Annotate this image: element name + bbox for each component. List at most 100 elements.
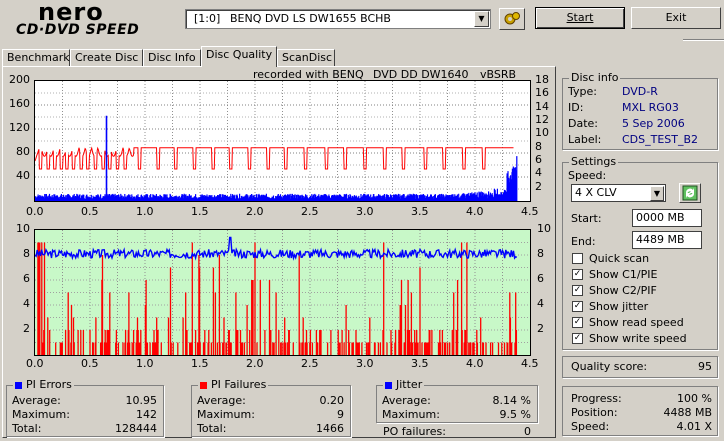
nero-logo: nero CD·DVD SPEED bbox=[10, 0, 170, 40]
position-value: 4488 MB bbox=[663, 406, 712, 419]
pi-errors-total: 128444 bbox=[115, 422, 157, 435]
checkbox-label[interactable]: Show C1/PIE bbox=[589, 268, 658, 281]
progress-label: Progress: bbox=[571, 392, 622, 405]
y-tick-left: 4 bbox=[23, 297, 30, 310]
progress-box: Progress: 100 % Position: 4488 MB Speed:… bbox=[562, 386, 718, 436]
y-tick-left: 6 bbox=[23, 272, 30, 285]
logo-top-text: nero bbox=[38, 0, 104, 26]
tab-benchmark[interactable]: Benchmark bbox=[2, 49, 70, 67]
x-tick: 2.5 bbox=[301, 205, 319, 218]
x-tick: 3.5 bbox=[411, 357, 429, 370]
read-speed-line bbox=[35, 146, 514, 170]
y-tick-left: 2 bbox=[23, 322, 30, 335]
quality-score-label: Quality score: bbox=[571, 360, 648, 373]
jitter-avg: 8.14 % bbox=[492, 394, 531, 407]
drive-id: [1:0] bbox=[194, 12, 221, 25]
x-tick: 0.0 bbox=[26, 357, 44, 370]
pi-errors-title: PI Errors bbox=[26, 378, 72, 391]
tab-scandisc[interactable]: ScanDisc bbox=[277, 49, 335, 67]
checkbox[interactable]: ✓ bbox=[572, 333, 583, 344]
recorded-with-label: recorded with BENQ bbox=[253, 68, 364, 81]
x-tick: 2.5 bbox=[301, 357, 319, 370]
checkbox[interactable]: ✓ bbox=[572, 285, 583, 296]
jitter-max-label: Maximum: bbox=[382, 408, 440, 421]
y-tick-left: 80 bbox=[16, 145, 30, 158]
po-failures-value: 0 bbox=[524, 425, 531, 438]
y-tick-left: 40 bbox=[16, 169, 30, 182]
pi-errors-max-label: Maximum: bbox=[12, 408, 70, 421]
recorded-drive: DVD DD DW1640 bbox=[373, 68, 469, 81]
x-tick: 2.0 bbox=[246, 205, 264, 218]
speed-label: Speed: bbox=[568, 169, 607, 182]
y-tick-right: 4 bbox=[535, 166, 542, 180]
disc-info-group: Disc info Type: DVD-R ID: MXL RG03 Date:… bbox=[562, 71, 718, 150]
end-label: End: bbox=[571, 235, 596, 248]
x-tick: 0.5 bbox=[81, 205, 99, 218]
blue-swatch-icon bbox=[385, 381, 392, 389]
refresh-speed-button[interactable] bbox=[679, 183, 701, 203]
x-tick: 1.5 bbox=[191, 205, 209, 218]
pi-errors-chart bbox=[34, 80, 531, 202]
pi-failures-max-label: Maximum: bbox=[197, 408, 255, 421]
speed-value: 4 X CLV bbox=[575, 186, 617, 199]
pi-errors-avg: 10.95 bbox=[125, 394, 158, 407]
gears-icon bbox=[504, 12, 520, 25]
tab-create-disc[interactable]: Create Disc bbox=[70, 49, 143, 67]
po-failures-label: PO failures: bbox=[383, 425, 446, 438]
quality-score-box: Quality score: 95 bbox=[562, 356, 718, 378]
start-button[interactable]: Start bbox=[535, 7, 625, 29]
speed-select[interactable]: 4 X CLV ▼ bbox=[571, 184, 666, 202]
y-tick-left: 120 bbox=[9, 121, 30, 134]
pi-failures-max: 9 bbox=[337, 408, 344, 421]
y-tick-right: 8 bbox=[537, 247, 544, 260]
pi-failures-group: PI Failures Average: 0.20 Maximum: 9 Tot… bbox=[191, 378, 351, 437]
x-tick: 4.0 bbox=[466, 205, 484, 218]
disc-type-label: Type: bbox=[568, 85, 597, 98]
end-input[interactable]: 4489 MB bbox=[632, 231, 702, 249]
y-tick-right: 10 bbox=[537, 222, 551, 235]
jitter-line bbox=[35, 236, 518, 261]
checkbox[interactable]: ✓ bbox=[572, 269, 583, 280]
disc-date: 5 Sep 2006 bbox=[622, 117, 685, 130]
tab-disc-info[interactable]: Disc Info bbox=[143, 49, 201, 67]
exit-button[interactable]: Exit bbox=[631, 7, 721, 29]
checkbox-label[interactable]: Show jitter bbox=[589, 300, 649, 313]
pi-errors-bars bbox=[35, 115, 518, 201]
tab-disc-quality[interactable]: Disc Quality bbox=[201, 46, 277, 67]
x-tick: 4.5 bbox=[521, 357, 539, 370]
start-input[interactable]: 0000 MB bbox=[632, 209, 702, 227]
y-tick-left: 160 bbox=[9, 97, 30, 110]
x-tick: 2.0 bbox=[246, 357, 264, 370]
checkbox-label[interactable]: Show write speed bbox=[589, 332, 687, 345]
blue-swatch-icon bbox=[15, 381, 22, 389]
jitter-title: Jitter bbox=[396, 378, 423, 391]
y-tick-right: 16 bbox=[535, 86, 549, 100]
chevron-down-icon[interactable]: ▼ bbox=[474, 11, 489, 27]
checkbox[interactable]: ✓ bbox=[572, 317, 583, 328]
y-tick-left: 200 bbox=[9, 73, 30, 86]
chevron-down-icon[interactable]: ▼ bbox=[650, 186, 664, 201]
jitter-group: Jitter Average: 8.14 % Maximum: 9.5 % bbox=[376, 378, 538, 423]
pi-errors-total-label: Total: bbox=[12, 422, 42, 435]
pi-failures-plot bbox=[35, 230, 530, 355]
disc-type: DVD-R bbox=[622, 85, 658, 98]
x-tick: 3.0 bbox=[356, 205, 374, 218]
y-tick-right: 6 bbox=[537, 272, 544, 285]
y-tick-right: 14 bbox=[535, 99, 549, 113]
x-tick: 0.5 bbox=[81, 357, 99, 370]
x-tick: 1.0 bbox=[136, 205, 154, 218]
pi-failures-bars bbox=[37, 242, 518, 355]
checkbox[interactable] bbox=[572, 253, 583, 264]
y-tick-right: 2 bbox=[535, 179, 542, 193]
drive-select[interactable]: [1:0] BENQ DVD LS DW1655 BCHB ▼ bbox=[185, 9, 491, 29]
checkbox[interactable]: ✓ bbox=[572, 301, 583, 312]
checkbox-label[interactable]: Show C2/PIF bbox=[589, 284, 657, 297]
pi-failures-title: PI Failures bbox=[211, 378, 267, 391]
checkbox-label[interactable]: Show read speed bbox=[589, 316, 684, 329]
position-label: Position: bbox=[571, 406, 618, 419]
drive-info-button[interactable] bbox=[499, 8, 525, 30]
checkbox-label[interactable]: Quick scan bbox=[589, 252, 650, 265]
x-tick: 1.0 bbox=[136, 357, 154, 370]
drive-name: BENQ DVD LS DW1655 BCHB bbox=[230, 12, 391, 25]
pi-failures-total-label: Total: bbox=[197, 422, 227, 435]
